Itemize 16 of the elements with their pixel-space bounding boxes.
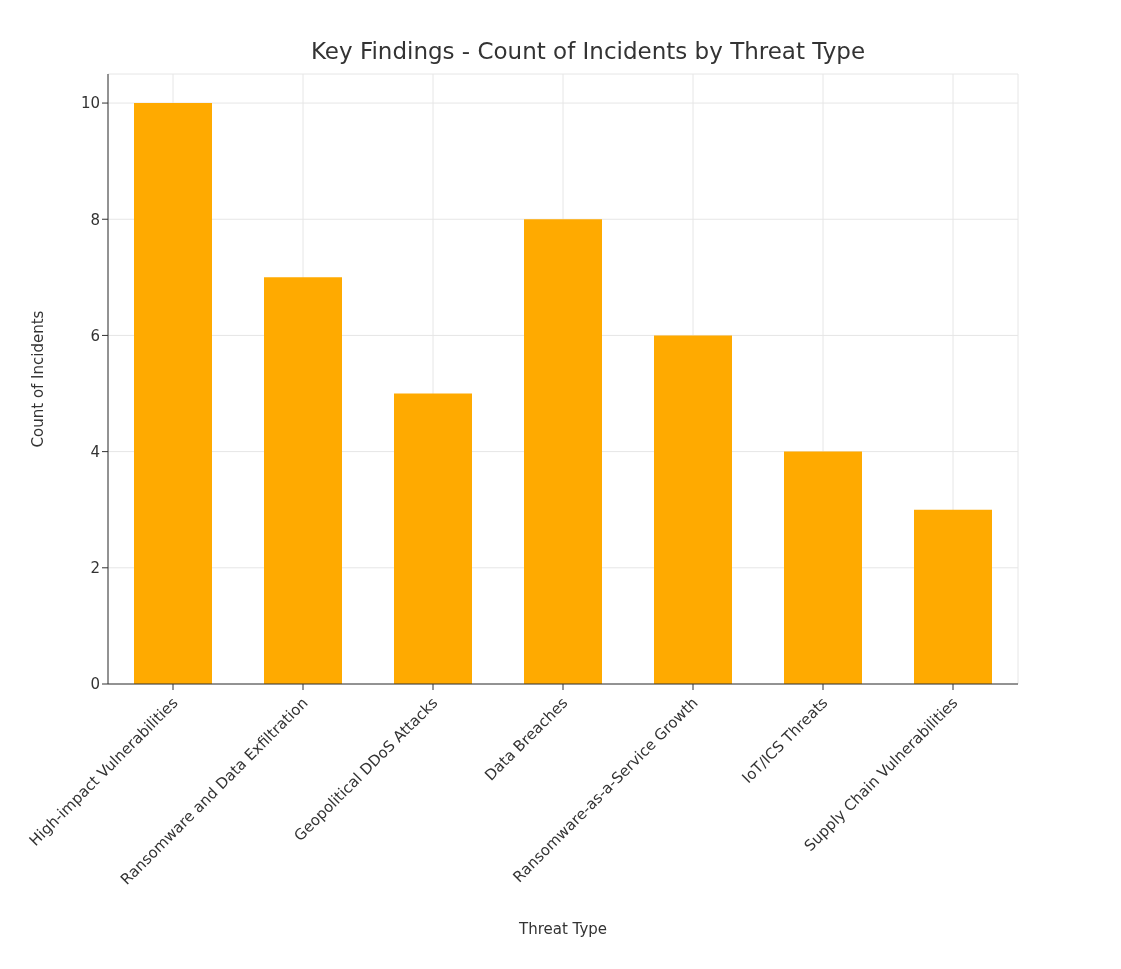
bar <box>134 103 212 684</box>
y-axis-title: Count of Incidents <box>29 310 48 448</box>
bar <box>784 451 862 684</box>
x-axis-title: Threat Type <box>517 920 608 938</box>
bar <box>394 393 472 684</box>
bar <box>914 509 992 684</box>
y-tick-label: 0 <box>90 675 100 694</box>
y-tick-label: 10 <box>80 94 100 113</box>
chart-title: Key Findings - Count of Incidents by Threat Type <box>309 37 867 64</box>
y-tick-label: 2 <box>90 559 100 578</box>
y-tick-label: 8 <box>90 210 100 229</box>
bar <box>654 335 732 684</box>
bar <box>264 277 342 684</box>
y-tick-label: 4 <box>90 442 100 461</box>
y-tick-label: 6 <box>90 326 100 345</box>
bar <box>524 219 602 684</box>
